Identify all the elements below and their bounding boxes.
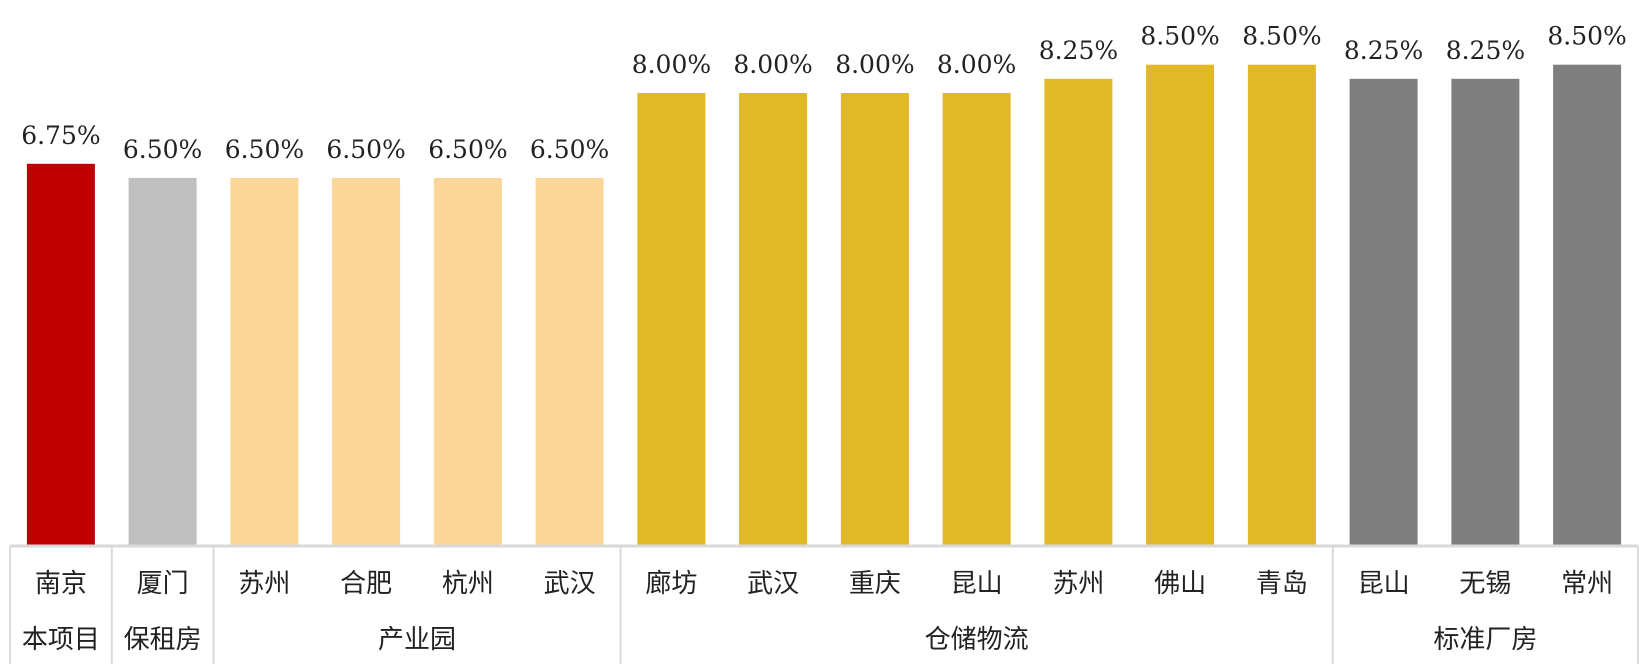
bar-value-label: 8.25% xyxy=(1446,36,1525,65)
category-label: 苏州 xyxy=(238,569,290,599)
bar-value-label: 6.50% xyxy=(428,135,507,164)
bar xyxy=(942,93,1011,546)
bar-value-label: 8.00% xyxy=(733,50,812,79)
bar xyxy=(1044,78,1113,547)
bar-value-label: 8.25% xyxy=(1344,36,1423,65)
bar-value-label: 8.50% xyxy=(1140,22,1219,51)
bar xyxy=(128,177,197,546)
group-label: 标准厂房 xyxy=(1433,625,1537,655)
category-label: 南京 xyxy=(35,569,87,599)
bar-value-label: 6.75% xyxy=(21,121,100,150)
bar xyxy=(433,177,502,546)
category-label: 佛山 xyxy=(1154,569,1206,599)
bar-value-label: 8.25% xyxy=(1039,36,1118,65)
category-label: 廊坊 xyxy=(645,569,697,599)
category-label: 常州 xyxy=(1561,569,1613,599)
bar xyxy=(332,177,401,546)
value-labels-layer: 6.75% 6.50% 6.50% 6.50% 6.50% 6.50% 8.00% 8.00%… xyxy=(21,22,1627,164)
bar xyxy=(1247,64,1316,546)
category-axis xyxy=(9,544,1639,664)
bar-value-label: 8.00% xyxy=(835,50,914,79)
bar xyxy=(1553,64,1622,546)
category-label: 昆山 xyxy=(1358,569,1410,599)
bar xyxy=(637,93,706,546)
bar-value-label: 6.50% xyxy=(326,135,405,164)
bar xyxy=(1146,64,1215,546)
category-labels-layer: 南京 厦门 苏州 合肥 杭州 武汉 廊坊 武汉 重庆 昆山 苏州 佛山 青岛 昆山 无锡 常州 xyxy=(35,569,1613,599)
category-label: 重庆 xyxy=(849,569,901,599)
group-label: 保租房 xyxy=(124,625,202,655)
category-label: 苏州 xyxy=(1052,569,1104,599)
bar-value-label: 6.50% xyxy=(225,135,304,164)
bar xyxy=(230,177,299,546)
bar xyxy=(1349,78,1418,547)
bar-value-label: 8.00% xyxy=(632,50,711,79)
group-label: 本项目 xyxy=(22,625,100,655)
bar xyxy=(1451,78,1520,547)
group-label: 仓储物流 xyxy=(925,625,1029,655)
category-label: 青岛 xyxy=(1256,569,1308,599)
bar-value-label: 8.50% xyxy=(1547,22,1626,51)
group-label: 产业园 xyxy=(378,625,456,655)
bar xyxy=(739,93,808,546)
bars-layer xyxy=(26,64,1622,547)
bar xyxy=(26,163,95,547)
bar-value-label: 8.00% xyxy=(937,50,1016,79)
category-label: 昆山 xyxy=(951,569,1003,599)
bar-value-label: 6.50% xyxy=(123,135,202,164)
category-label: 无锡 xyxy=(1459,569,1511,599)
bar xyxy=(535,177,604,546)
category-label: 武汉 xyxy=(544,569,596,599)
category-label: 杭州 xyxy=(442,569,494,599)
category-label: 武汉 xyxy=(747,569,799,599)
bar-value-label: 8.50% xyxy=(1242,22,1321,51)
bar xyxy=(840,93,909,546)
category-label: 厦门 xyxy=(137,569,189,599)
category-label: 合肥 xyxy=(340,569,392,599)
group-labels-layer: 本项目 保租房 产业园 仓储物流 标准厂房 xyxy=(22,625,1538,655)
bar-value-label: 6.50% xyxy=(530,135,609,164)
